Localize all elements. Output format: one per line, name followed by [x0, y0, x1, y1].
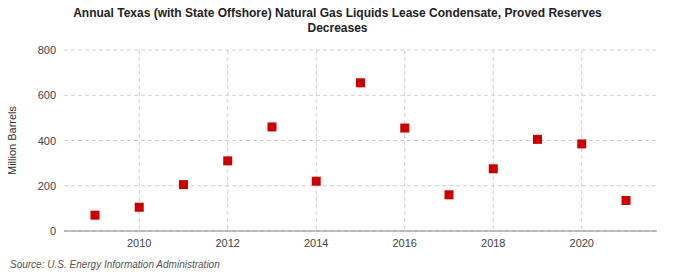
chart: Annual Texas (with State Offshore) Natur… — [0, 0, 675, 275]
x-tick-label: 2018 — [481, 237, 505, 249]
title: Annual Texas (with State Offshore) Natur… — [73, 6, 602, 35]
y-tick-label: 600 — [38, 89, 56, 101]
point — [312, 177, 321, 186]
point — [533, 135, 542, 144]
x-tick-label: 2020 — [570, 237, 594, 249]
grid-line-y — [64, 95, 657, 96]
point — [400, 124, 409, 133]
y-tick-label: 0 — [50, 225, 56, 237]
point — [445, 190, 454, 199]
grid-line-y — [64, 50, 657, 51]
point — [267, 122, 276, 131]
point — [135, 203, 144, 212]
y-tick-label: 400 — [38, 135, 56, 147]
x-tick-label: 2012 — [215, 237, 239, 249]
title-line: Annual Texas (with State Offshore) Natur… — [73, 6, 602, 20]
grid-line-x — [227, 50, 228, 231]
y-tick-label: 800 — [38, 44, 56, 56]
grid-line-y — [64, 140, 657, 141]
grid-line-x — [493, 50, 494, 231]
grid-line-y — [64, 231, 657, 232]
source: Source: U.S. Energy Information Administ… — [10, 259, 220, 270]
points — [90, 78, 630, 219]
x-tick-label: 2010 — [127, 237, 151, 249]
grid-line-x — [404, 50, 405, 231]
x-tick-label: 2016 — [393, 237, 417, 249]
point — [577, 139, 586, 148]
grid-line-y — [64, 185, 657, 186]
title-line: Decreases — [307, 21, 367, 35]
point — [179, 180, 188, 189]
point — [223, 156, 232, 165]
point — [489, 164, 498, 173]
point — [356, 78, 365, 87]
y-tick-label: 200 — [38, 180, 56, 192]
grid — [64, 50, 657, 231]
y-axis-label: Million Barrels — [6, 105, 18, 175]
x-axis-line — [64, 231, 657, 232]
point — [90, 211, 99, 220]
x-tick-label: 2014 — [304, 237, 328, 249]
point — [622, 196, 631, 205]
grid-line-x — [316, 50, 317, 231]
